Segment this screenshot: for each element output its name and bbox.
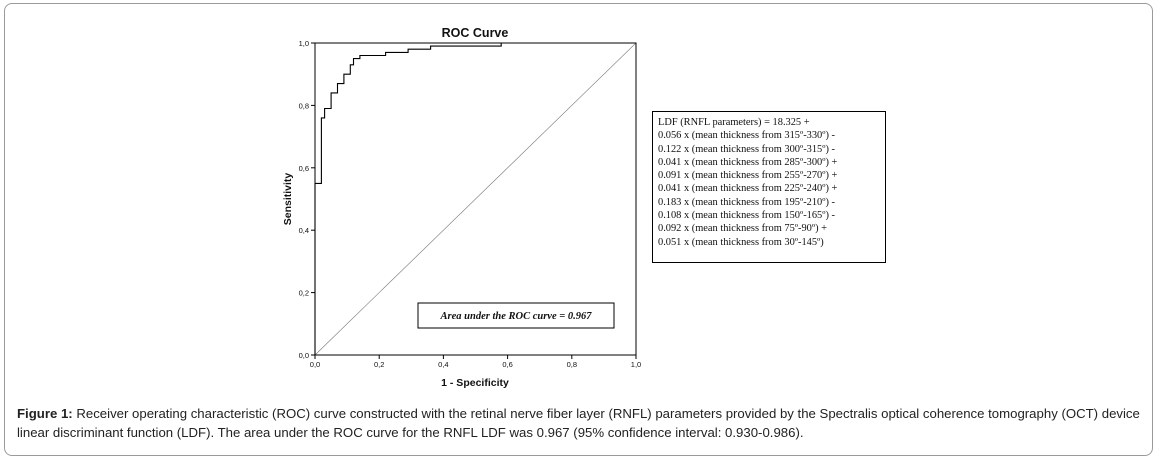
- x-tick-label: 0,4: [438, 360, 448, 369]
- x-tick-label: 0,6: [502, 360, 512, 369]
- formula-line: 0.041 x (mean thickness from 225º-240º) …: [658, 183, 838, 195]
- x-tick-label: 0,8: [567, 360, 577, 369]
- roc-curve-line: [314, 42, 636, 355]
- formula-line: 0.183 x (mean thickness from 195º-210º) …: [658, 196, 835, 208]
- auc-annotation: Area under the ROC curve = 0.967: [440, 311, 593, 322]
- y-tick-label: 0,2: [299, 289, 309, 298]
- formula-line: LDF (RNFL parameters) = 18.325 +: [658, 117, 810, 128]
- caption-label: Figure 1:: [17, 406, 73, 421]
- y-axis-label: Sensitivity: [282, 173, 294, 226]
- x-tick-label: 0,0: [310, 360, 320, 369]
- chart-title: ROC Curve: [442, 26, 509, 40]
- reference-diagonal: [314, 42, 637, 356]
- ldf-formula-box: LDF (RNFL parameters) = 18.325 + 0.056 x …: [652, 111, 886, 263]
- figure-caption: Figure 1: Receiver operating characteris…: [17, 404, 1142, 442]
- formula-line: 0.092 x (mean thickness from 75º-90º) +: [658, 223, 827, 235]
- y-tick-label: 0,4: [299, 226, 309, 235]
- x-tick-label: 0,2: [374, 360, 384, 369]
- x-axis-label: 1 - Specificity: [441, 377, 509, 389]
- formula-line: 0.108 x (mean thickness from 150º-165º) …: [658, 210, 835, 222]
- y-tick-label: 0,6: [299, 164, 309, 173]
- formula-line: 0.122 x (mean thickness from 300º-315º) …: [658, 143, 835, 155]
- formula-line: 0.051 x (mean thickness from 30º-145º): [658, 236, 824, 248]
- formula-line: 0.041 x (mean thickness from 285º-300º) …: [658, 156, 838, 168]
- x-tick-label: 1,0: [631, 360, 641, 369]
- formula-line: 0.056 x (mean thickness from 315º-330º) …: [658, 130, 835, 142]
- y-tick-label: 0,8: [299, 101, 309, 110]
- y-tick-label: 1,0: [299, 39, 309, 48]
- y-tick-label: 0,0: [299, 351, 309, 360]
- auc-annotation-box: [417, 302, 615, 329]
- figure-frame: [4, 3, 1153, 456]
- caption-text: Receiver operating characteristic (ROC) …: [17, 406, 1140, 440]
- formula-line: 0.091 x (mean thickness from 255º-270º) …: [658, 170, 838, 182]
